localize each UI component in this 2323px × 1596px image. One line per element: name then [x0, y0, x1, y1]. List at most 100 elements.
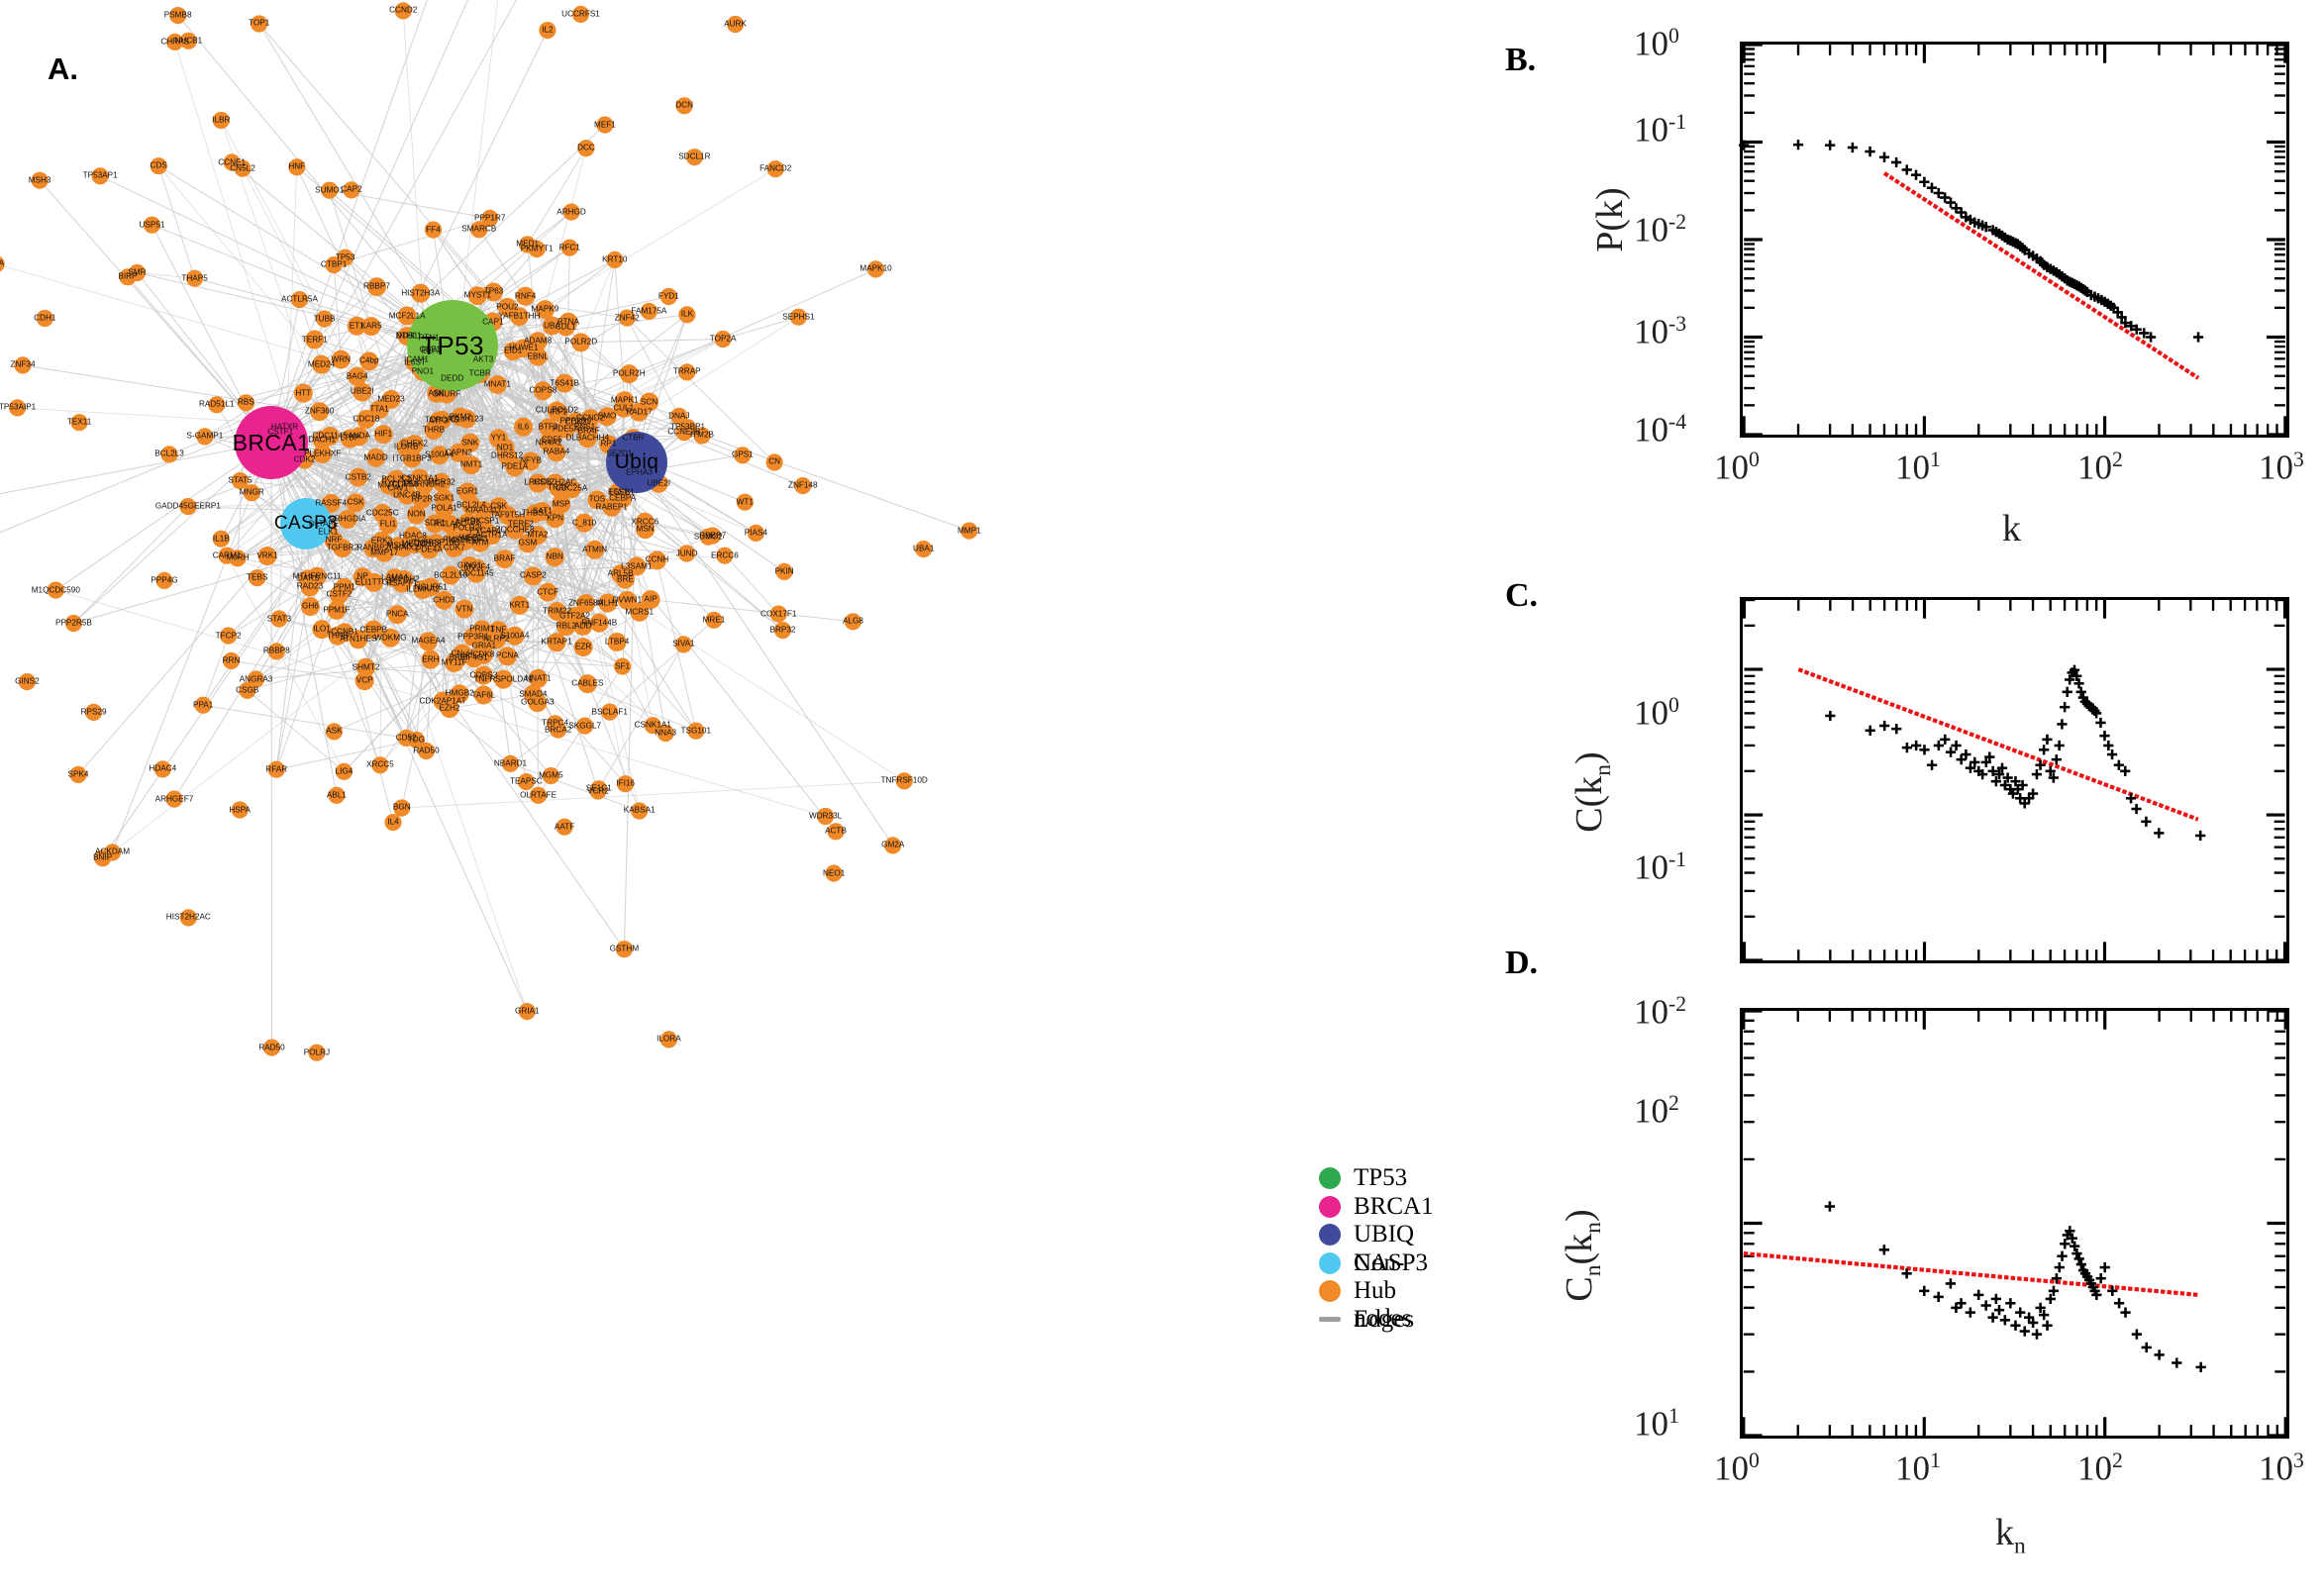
network-node[interactable] [9, 399, 27, 417]
network-node[interactable] [678, 363, 696, 381]
network-node[interactable] [165, 790, 183, 808]
network-node[interactable] [615, 941, 634, 958]
network-node[interactable] [693, 427, 711, 445]
network-node[interactable] [556, 317, 575, 337]
network-node[interactable] [631, 802, 649, 820]
network-node[interactable] [884, 837, 902, 854]
network-node[interactable] [577, 140, 595, 157]
network-node[interactable] [328, 786, 346, 804]
network-node[interactable] [393, 538, 413, 557]
network-node[interactable] [290, 291, 309, 309]
network-node[interactable] [659, 1031, 678, 1048]
network-node[interactable] [659, 287, 677, 306]
network-node[interactable] [573, 638, 593, 657]
network-node[interactable] [765, 453, 783, 471]
network-node[interactable] [208, 396, 226, 414]
network-node[interactable] [473, 685, 493, 705]
network-node[interactable] [552, 494, 571, 514]
network-node[interactable] [331, 349, 351, 369]
hub-node-casp3[interactable]: CASP3 [274, 498, 338, 549]
network-node[interactable] [789, 308, 808, 326]
network-node[interactable] [169, 7, 187, 25]
network-node[interactable] [373, 425, 393, 445]
network-node[interactable] [327, 600, 347, 620]
hub-node-brca1[interactable]: BRCA1 [233, 406, 310, 479]
network-node[interactable] [384, 814, 402, 832]
network-node[interactable] [734, 447, 752, 464]
network-node[interactable] [825, 864, 843, 882]
network-node[interactable] [298, 569, 318, 589]
network-node[interactable] [636, 520, 656, 540]
network-node[interactable] [381, 390, 401, 409]
network-node[interactable] [450, 684, 469, 704]
network-node[interactable] [503, 342, 523, 361]
network-node[interactable] [237, 394, 254, 412]
network-node[interactable] [234, 159, 252, 177]
network-node[interactable] [449, 443, 468, 462]
network-node[interactable] [576, 594, 596, 613]
network-node[interactable] [543, 316, 561, 336]
network-node[interactable] [412, 489, 432, 509]
network-node[interactable] [577, 674, 597, 694]
network-node[interactable] [179, 909, 197, 927]
network-node[interactable] [495, 438, 515, 457]
network-node[interactable] [614, 657, 632, 675]
network-node[interactable] [388, 479, 408, 499]
hub-node-ubiq[interactable]: Ubiq [606, 432, 667, 493]
network-node[interactable] [606, 250, 624, 268]
network-node[interactable] [454, 599, 474, 619]
network-node[interactable] [547, 633, 566, 652]
network-node[interactable] [153, 760, 171, 778]
network-node[interactable] [194, 696, 212, 714]
network-node[interactable] [675, 97, 693, 115]
network-node[interactable] [300, 597, 320, 617]
network-node[interactable] [585, 540, 605, 559]
network-node[interactable] [387, 605, 407, 625]
network-node[interactable] [511, 515, 531, 535]
network-node[interactable] [498, 297, 517, 317]
network-node[interactable] [335, 762, 353, 780]
network-node[interactable] [293, 383, 313, 403]
network-node[interactable] [371, 756, 389, 774]
network-node[interactable] [562, 203, 580, 221]
network-node[interactable] [528, 693, 548, 713]
network-node[interactable] [329, 585, 349, 605]
network-node[interactable] [866, 260, 885, 278]
network-node[interactable] [677, 545, 696, 562]
hub-node-tp53[interactable]: TP53 [407, 300, 498, 391]
network-node[interactable] [313, 445, 333, 463]
network-node[interactable] [542, 430, 561, 449]
network-node[interactable] [705, 611, 723, 629]
network-node[interactable] [267, 643, 285, 660]
network-node[interactable] [574, 513, 594, 533]
network-node[interactable] [644, 717, 661, 735]
network-node[interactable] [640, 302, 658, 320]
network-node[interactable] [517, 773, 536, 791]
network-node[interactable] [461, 455, 481, 475]
network-node[interactable] [493, 669, 513, 689]
network-node[interactable] [364, 572, 384, 592]
network-node[interactable] [414, 474, 434, 494]
network-node[interactable] [212, 530, 230, 548]
network-node[interactable] [432, 472, 452, 492]
network-node[interactable] [960, 522, 978, 540]
network-node[interactable] [766, 160, 784, 178]
network-node[interactable] [348, 366, 367, 386]
network-node[interactable] [598, 593, 618, 613]
network-node[interactable] [530, 786, 548, 804]
network-node[interactable] [155, 571, 173, 590]
network-node[interactable] [251, 15, 268, 33]
network-node[interactable] [528, 347, 548, 366]
network-node[interactable] [895, 772, 913, 790]
network-node[interactable] [36, 309, 53, 328]
network-node[interactable] [451, 407, 470, 427]
network-node[interactable] [305, 330, 325, 349]
network-node[interactable] [827, 823, 845, 841]
network-node[interactable] [615, 569, 635, 589]
network-node[interactable] [556, 617, 576, 637]
network-node[interactable] [243, 484, 260, 502]
network-node[interactable] [679, 419, 697, 437]
network-node[interactable] [430, 446, 450, 465]
network-node[interactable] [528, 668, 548, 688]
network-node[interactable] [374, 543, 394, 562]
